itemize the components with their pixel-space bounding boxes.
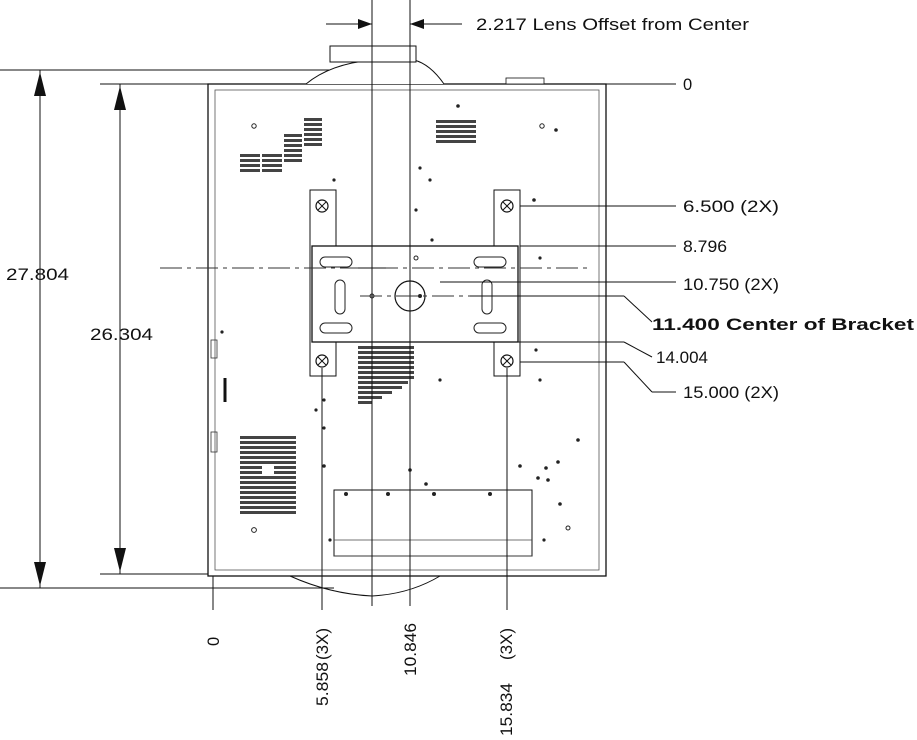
vent-center xyxy=(358,346,414,404)
vent-upper-right xyxy=(436,120,476,143)
overall-height-label: 27.804 xyxy=(6,266,69,284)
bracket-screw-bottom-left xyxy=(315,354,329,368)
dim-10750-label: 10.750 (2X) xyxy=(683,276,779,294)
left-3x-label: (3X) xyxy=(314,628,332,660)
dim-15834-label: 15.834 xyxy=(498,683,516,736)
vent-upper-left xyxy=(240,118,322,172)
dim-14004-label: 14.004 xyxy=(656,349,708,367)
bracket-screw-top-left xyxy=(315,199,329,213)
lens-offset-dimension xyxy=(326,19,462,29)
vent-lower-left xyxy=(240,436,296,514)
dim-6500-label: 6.500 (2X) xyxy=(683,198,779,216)
left-zero-label: 0 xyxy=(205,637,223,646)
overall-height-dimension xyxy=(0,69,330,589)
bracket-center-label: 11.400 Center of Bracket xyxy=(652,315,914,334)
bracket-screw-bottom-right xyxy=(500,354,514,368)
inner-height-dimension xyxy=(100,83,208,575)
dim-10846-label: 10.846 xyxy=(402,623,420,676)
dim-5858-label: 5.858 xyxy=(314,662,332,706)
center-lines xyxy=(160,0,590,606)
dim-15000-label: 15.000 (2X) xyxy=(683,384,779,402)
bottom-leader-lines xyxy=(212,368,508,610)
dim-8796-label: 8.796 xyxy=(683,238,727,256)
lens-offset-label: 2.217 Lens Offset from Center xyxy=(476,16,750,34)
right-3x-label: (3X) xyxy=(498,628,516,660)
right-leader-lines xyxy=(340,83,676,393)
body-holes xyxy=(220,104,580,542)
inner-height-label: 26.304 xyxy=(90,326,153,344)
top-zero-label: 0 xyxy=(683,76,692,94)
mounting-bracket xyxy=(309,189,521,377)
filter-panel xyxy=(333,489,533,557)
bracket-screw-top-right xyxy=(500,199,514,213)
